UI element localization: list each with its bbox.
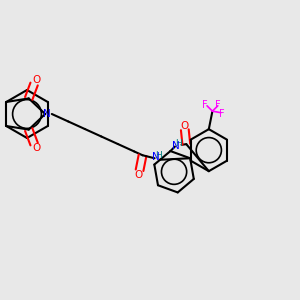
Text: N: N [172,141,180,151]
Text: F: F [202,100,208,110]
Text: H: H [175,139,182,148]
Text: O: O [32,142,40,153]
Text: N: N [43,109,51,119]
Text: H: H [155,152,161,160]
Text: N: N [152,152,159,162]
Text: O: O [134,170,142,180]
Text: O: O [181,121,189,130]
Text: F: F [219,109,225,118]
Text: O: O [32,75,40,85]
Text: F: F [215,100,220,110]
